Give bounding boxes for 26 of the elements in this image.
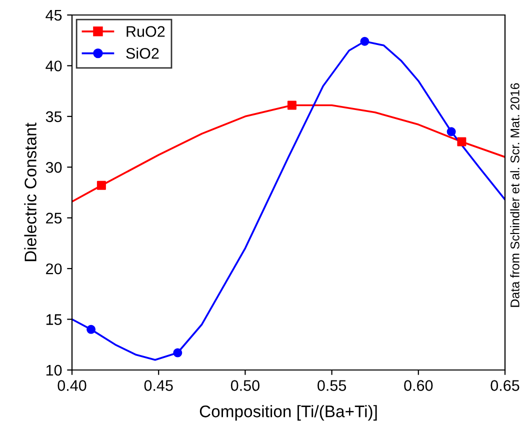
y-tick-label: 20 xyxy=(46,263,62,274)
x-tick-label: 0.55 xyxy=(318,380,346,391)
x-tick-label: 0.50 xyxy=(230,380,260,391)
x-tick-label: 0.45 xyxy=(144,380,173,391)
x-tick-label: 0.65 xyxy=(490,380,520,391)
point xyxy=(360,36,370,46)
legend-label: SiO2 xyxy=(126,48,159,59)
y-tick-label: 30 xyxy=(46,162,62,173)
point xyxy=(287,100,296,110)
y-tick-label: 40 xyxy=(46,60,62,72)
text: Data from Schindler et al. Scr. Mat. 2016 xyxy=(510,83,520,307)
point xyxy=(86,324,96,334)
legend-label: RuO2 xyxy=(126,26,165,37)
point xyxy=(96,180,106,190)
point xyxy=(457,137,466,146)
y-axis-title: Dielectric Constant xyxy=(24,122,36,262)
x-tick-label: 0.40 xyxy=(58,380,86,391)
y-tick-label: 10 xyxy=(46,364,62,376)
y-tick-label: 25 xyxy=(46,212,62,224)
y-tick-label: 45 xyxy=(46,10,62,21)
y-tick-label: 35 xyxy=(46,111,62,122)
x-tick-label: 0.60 xyxy=(404,380,433,391)
point xyxy=(446,127,456,136)
y-tick-label: 15 xyxy=(46,314,62,325)
x-axis-title: Composition [Ti/(Ba+Ti)] xyxy=(200,405,377,421)
point xyxy=(173,348,182,358)
